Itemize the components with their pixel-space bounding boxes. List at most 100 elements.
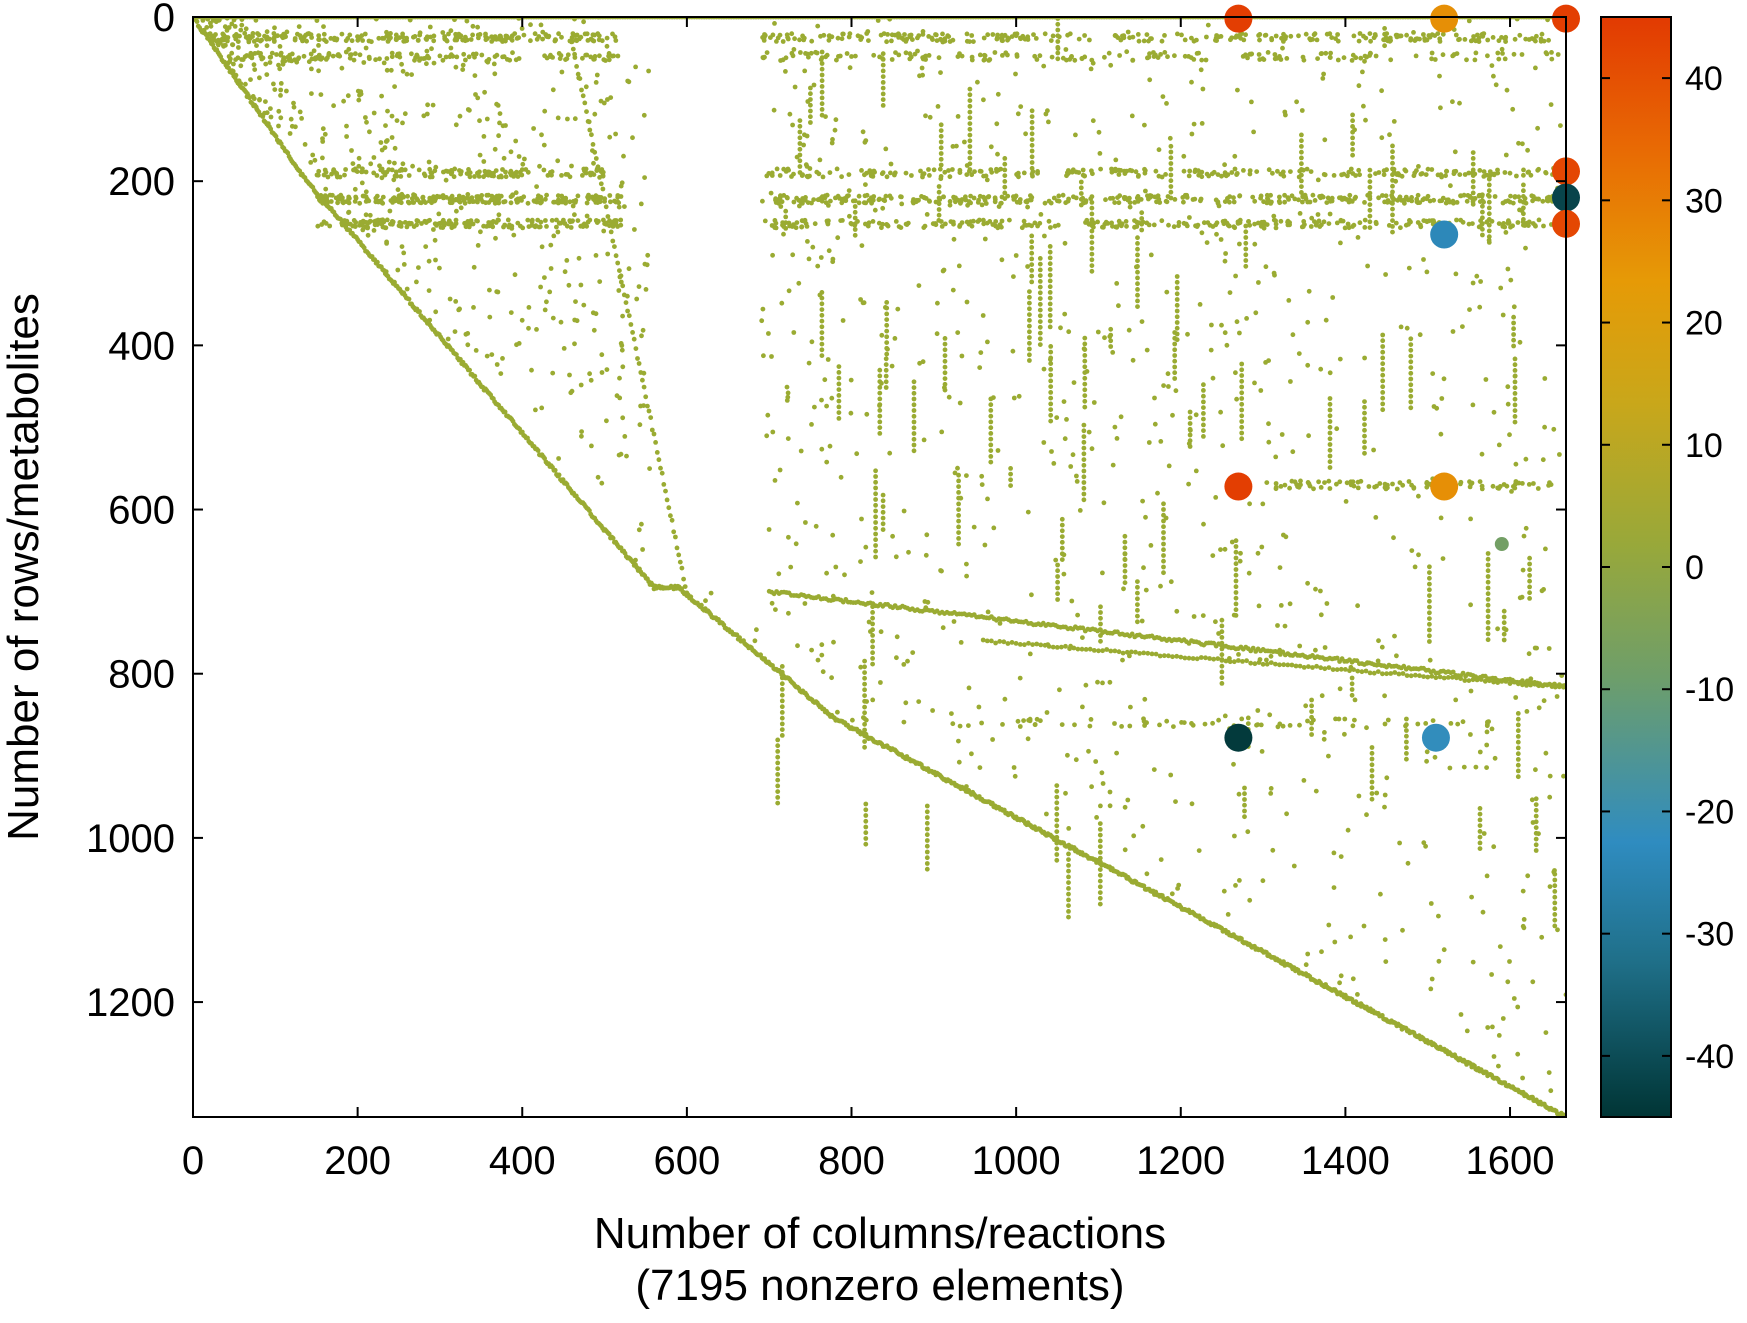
nonzero-point bbox=[1097, 890, 1103, 895]
nonzero-point bbox=[247, 54, 253, 60]
nonzero-point bbox=[1089, 263, 1095, 268]
nonzero-point bbox=[1289, 193, 1295, 199]
nonzero-point bbox=[1089, 223, 1095, 228]
nonzero-point bbox=[911, 413, 917, 419]
nonzero-point bbox=[969, 57, 975, 63]
nonzero-point bbox=[1404, 716, 1409, 722]
nonzero-point bbox=[1404, 733, 1409, 739]
nonzero-point bbox=[1117, 53, 1122, 58]
nonzero-point bbox=[1531, 36, 1537, 42]
nonzero-point bbox=[544, 34, 550, 39]
nonzero-point bbox=[774, 166, 780, 172]
nonzero-point bbox=[1477, 823, 1483, 828]
nonzero-point bbox=[1335, 57, 1341, 63]
nonzero-point bbox=[1480, 203, 1485, 209]
nonzero-point bbox=[1480, 209, 1485, 215]
nonzero-point bbox=[615, 260, 621, 266]
nonzero-point bbox=[1520, 682, 1525, 688]
nonzero-point bbox=[987, 219, 993, 224]
nonzero-point bbox=[1327, 407, 1333, 413]
nonzero-point bbox=[1171, 224, 1177, 230]
nonzero-point bbox=[1367, 196, 1373, 202]
nonzero-point bbox=[1549, 50, 1554, 55]
nonzero-point bbox=[797, 164, 803, 169]
nonzero-point bbox=[575, 218, 581, 224]
nonzero-point bbox=[1430, 718, 1436, 723]
nonzero-point bbox=[485, 172, 491, 178]
nonzero-point bbox=[428, 34, 433, 40]
nonzero-point bbox=[1168, 172, 1174, 178]
nonzero-point bbox=[492, 36, 497, 42]
nonzero-point bbox=[808, 108, 813, 114]
nonzero-point bbox=[1247, 171, 1253, 177]
nonzero-point bbox=[470, 51, 476, 57]
nonzero-point bbox=[779, 687, 785, 692]
nonzero-point bbox=[326, 51, 332, 56]
nonzero-point bbox=[1008, 466, 1013, 471]
nonzero-point bbox=[1026, 640, 1031, 646]
nonzero-point bbox=[1355, 668, 1361, 674]
nonzero-point bbox=[583, 166, 589, 172]
nonzero-point bbox=[1369, 773, 1375, 779]
nonzero-point bbox=[1273, 33, 1279, 39]
nonzero-point bbox=[1234, 171, 1240, 176]
nonzero-point bbox=[1477, 846, 1483, 851]
nonzero-point bbox=[840, 31, 846, 37]
nonzero-point bbox=[873, 520, 878, 525]
nonzero-point bbox=[1499, 679, 1505, 684]
nonzero-point bbox=[1533, 802, 1539, 807]
nonzero-point bbox=[1349, 675, 1355, 681]
nonzero-point bbox=[1507, 681, 1513, 686]
nonzero-point bbox=[301, 53, 307, 59]
nonzero-point bbox=[1433, 675, 1439, 681]
nonzero-point bbox=[1002, 32, 1008, 38]
nonzero-point bbox=[942, 358, 948, 364]
nonzero-point bbox=[1485, 574, 1491, 579]
nonzero-point bbox=[1359, 669, 1365, 675]
nonzero-point bbox=[1445, 675, 1451, 680]
nonzero-point bbox=[1089, 200, 1095, 205]
nonzero-point bbox=[1174, 302, 1180, 308]
nonzero-point bbox=[967, 98, 973, 103]
nonzero-point bbox=[1292, 479, 1298, 485]
nonzero-point bbox=[1159, 38, 1165, 44]
nonzero-point bbox=[1174, 325, 1180, 331]
nonzero-point bbox=[786, 167, 791, 173]
nonzero-point bbox=[1098, 604, 1103, 610]
nonzero-point bbox=[1408, 342, 1414, 347]
nonzero-point bbox=[1319, 193, 1325, 199]
nonzero-point bbox=[885, 223, 891, 229]
nonzero-point bbox=[1380, 361, 1386, 367]
nonzero-point bbox=[1122, 545, 1128, 551]
nonzero-point bbox=[656, 457, 662, 463]
nonzero-point bbox=[1415, 220, 1421, 225]
nonzero-point bbox=[1423, 721, 1429, 726]
nonzero-point bbox=[1476, 39, 1482, 44]
nonzero-point bbox=[427, 166, 433, 172]
nonzero-point bbox=[924, 843, 930, 849]
nonzero-point bbox=[1066, 914, 1071, 920]
nonzero-point bbox=[800, 33, 805, 39]
nonzero-point bbox=[1427, 570, 1432, 575]
nonzero-point bbox=[1066, 909, 1071, 914]
nonzero-point bbox=[1315, 56, 1320, 61]
nonzero-point bbox=[833, 195, 838, 201]
nonzero-point bbox=[1168, 155, 1174, 161]
nonzero-point bbox=[775, 35, 781, 41]
nonzero-point bbox=[1310, 192, 1316, 198]
nonzero-point bbox=[1367, 190, 1373, 196]
nonzero-point bbox=[988, 442, 994, 448]
nonzero-point bbox=[884, 300, 890, 305]
nonzero-point bbox=[1135, 194, 1141, 199]
nonzero-point bbox=[988, 402, 994, 408]
nonzero-point bbox=[1327, 459, 1333, 465]
nonzero-point bbox=[1532, 223, 1538, 228]
nonzero-point bbox=[582, 100, 588, 106]
nonzero-point bbox=[1367, 670, 1373, 676]
nonzero-point bbox=[880, 74, 886, 79]
nonzero-point bbox=[1048, 344, 1054, 349]
nonzero-point bbox=[1186, 655, 1192, 661]
nonzero-point bbox=[1019, 225, 1025, 231]
nonzero-point bbox=[1168, 166, 1174, 172]
nonzero-point bbox=[610, 238, 616, 244]
